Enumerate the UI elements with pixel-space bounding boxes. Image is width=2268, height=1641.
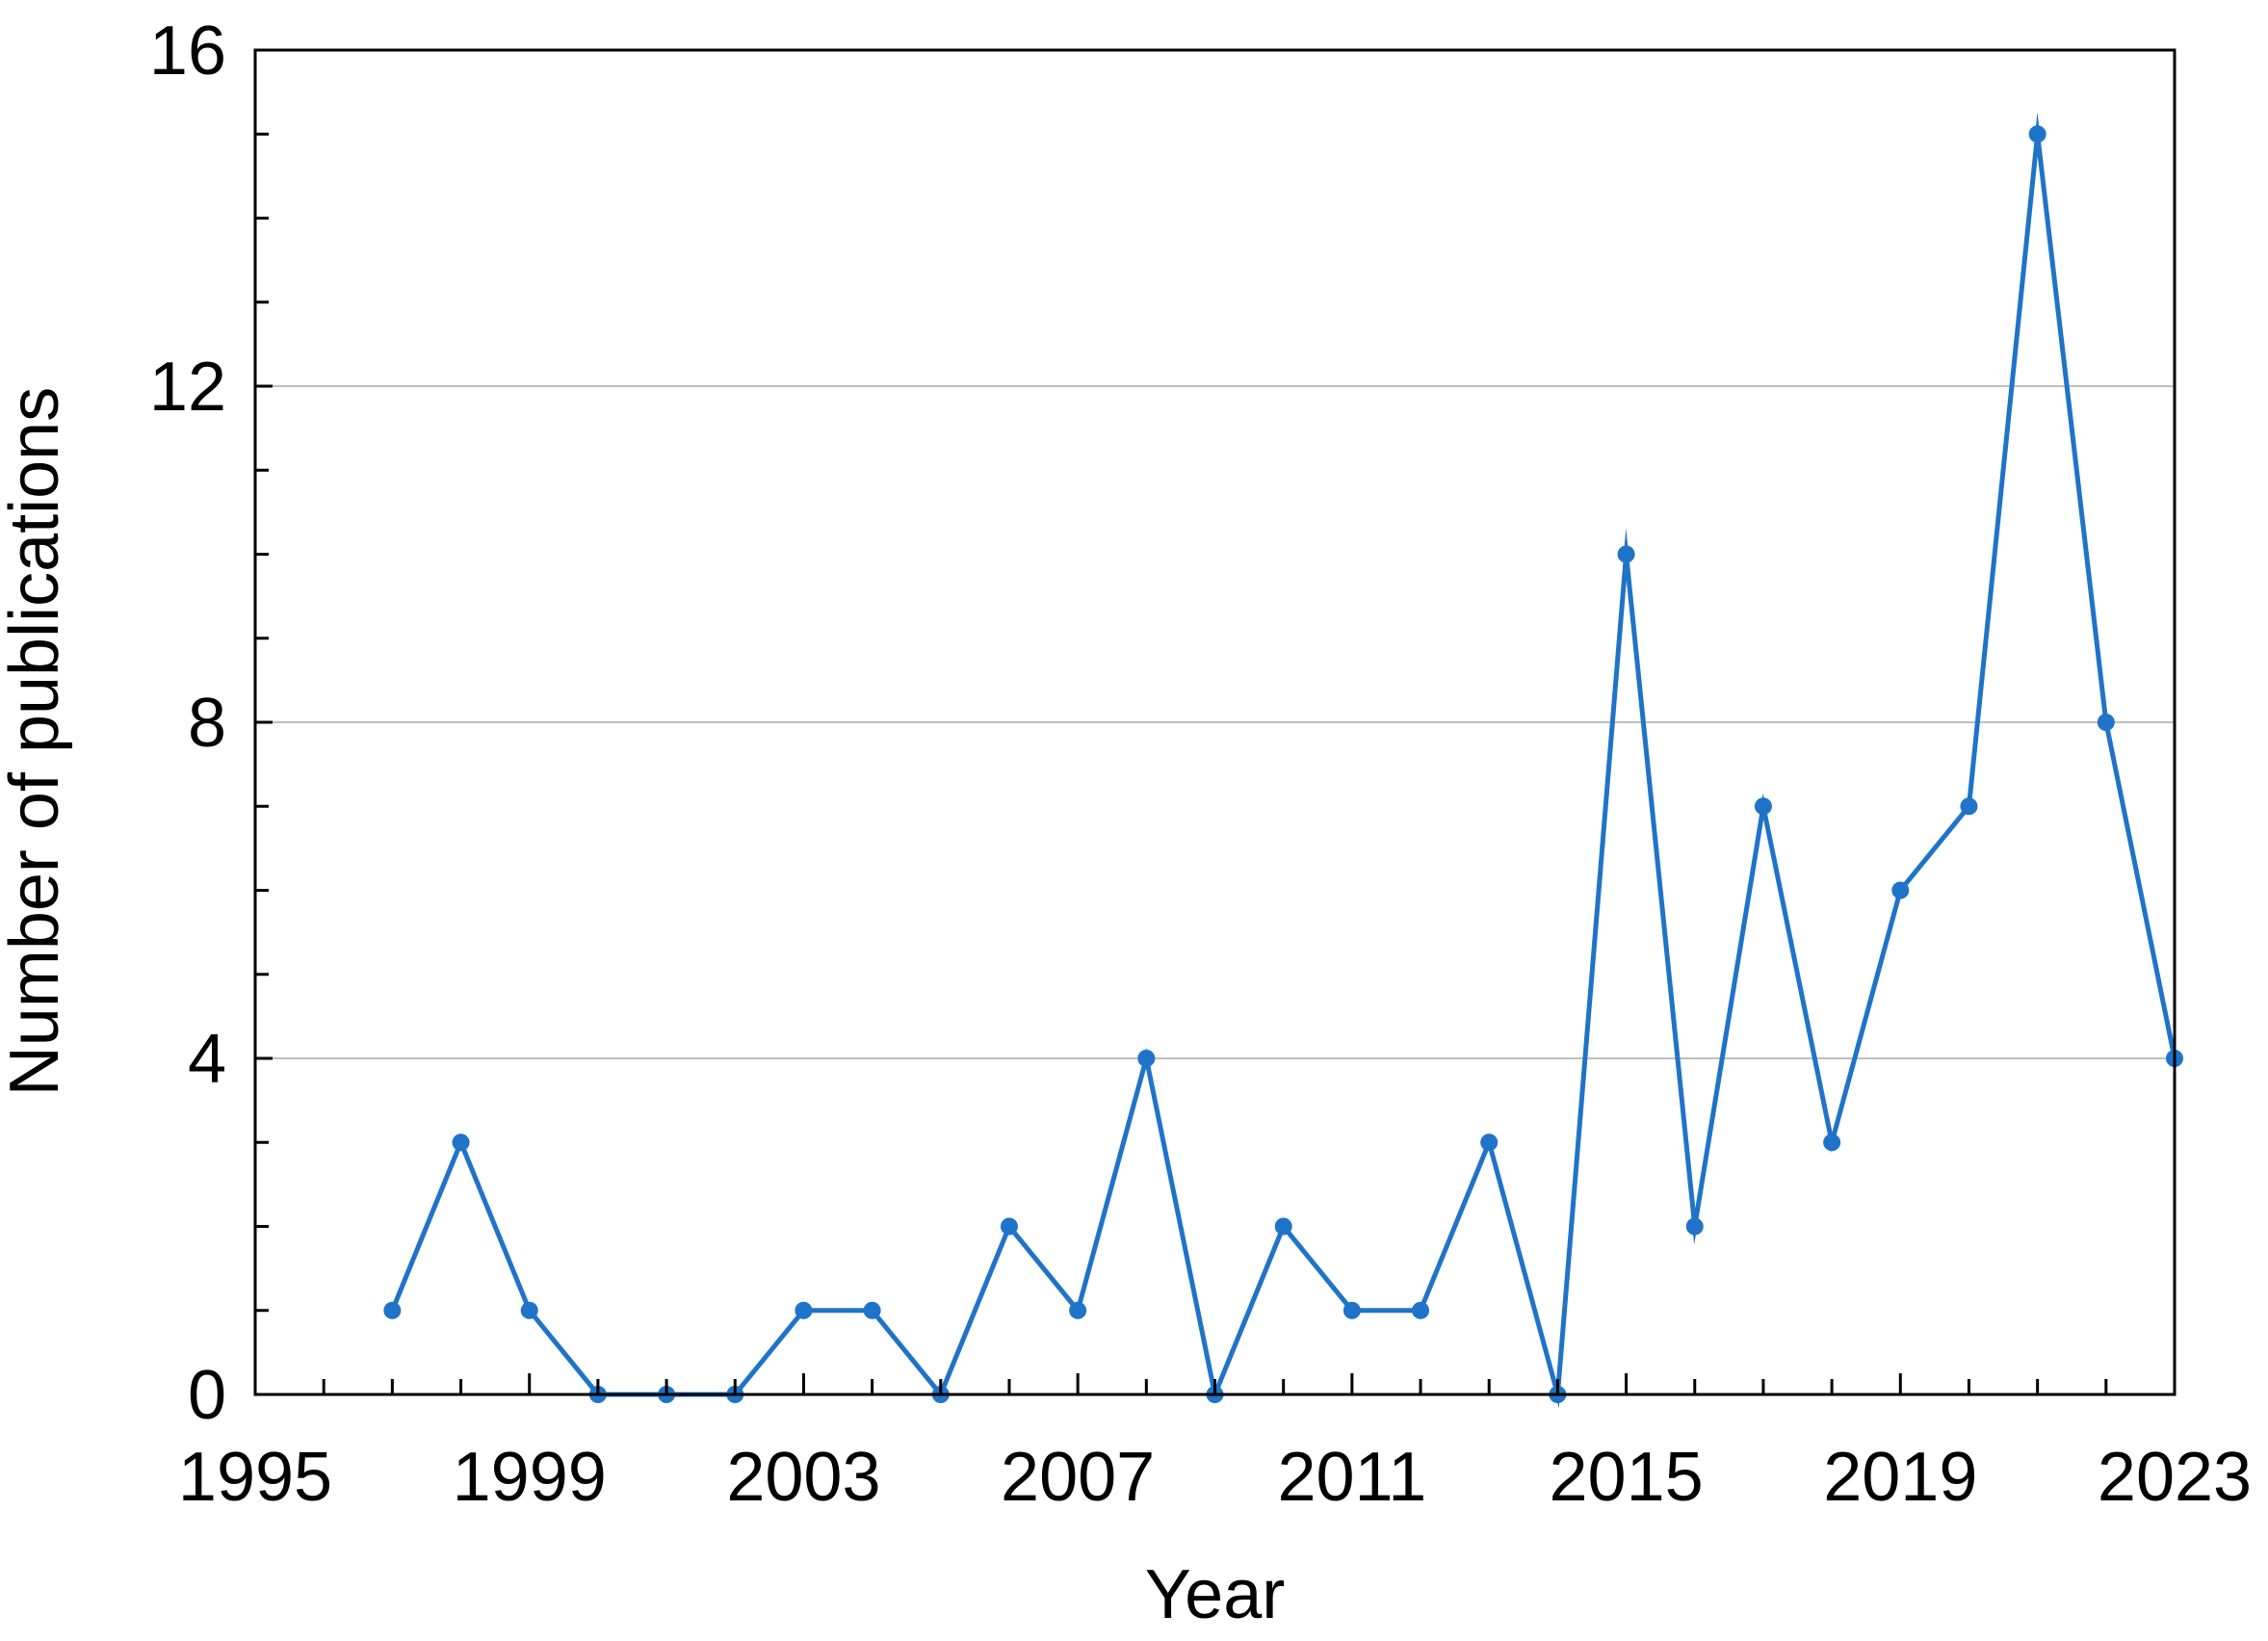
data-point-2019 (1891, 881, 1910, 899)
data-point-2010 (1274, 1217, 1292, 1236)
x-tick-label-2019: 2019 (1823, 1439, 1977, 1516)
x-tick-label-2023: 2023 (2098, 1439, 2252, 1516)
y-axis-title: Number of publications (0, 387, 73, 1096)
data-point-2008 (1137, 1050, 1156, 1067)
y-tick-label-16: 16 (149, 13, 226, 90)
data-point-1997 (383, 1301, 402, 1319)
data-point-2012 (1412, 1301, 1430, 1319)
data-point-2006 (1000, 1217, 1018, 1236)
data-point-2021 (2028, 125, 2046, 143)
data-point-2007 (1069, 1301, 1087, 1319)
data-point-2017 (1754, 797, 1772, 816)
data-point-2020 (1960, 797, 1978, 816)
data-point-1999 (520, 1301, 538, 1319)
grid-lines (255, 385, 2175, 1059)
tick-labels: 0 4 8 12 16 1995 1999 2003 2007 2011 2015 2019 2023 (149, 13, 2252, 1516)
data-point-2013 (1480, 1133, 1499, 1152)
data-point-2004 (863, 1301, 881, 1319)
x-tick-label-2011: 2011 (1277, 1439, 1426, 1516)
data-point-2016 (1685, 1217, 1704, 1236)
data-point-2011 (1343, 1301, 1361, 1319)
x-axis-title: Year (1145, 1556, 1285, 1633)
y-tick-label-8: 8 (188, 685, 226, 762)
data-point-2015 (1617, 545, 1635, 563)
series-line-0 (390, 112, 2177, 1409)
y-tick-label-4: 4 (188, 1021, 226, 1098)
series-layer (383, 112, 2183, 1409)
x-tick-label-1995: 1995 (178, 1439, 332, 1516)
x-tick-label-2003: 2003 (726, 1439, 880, 1516)
x-tick-label-2007: 2007 (1001, 1439, 1155, 1516)
x-tick-label-1999: 1999 (453, 1439, 607, 1516)
data-point-2022 (2097, 714, 2115, 731)
data-point-1998 (452, 1133, 470, 1152)
y-tick-label-12: 12 (149, 349, 226, 426)
data-point-2003 (795, 1301, 813, 1319)
axes (253, 48, 2177, 1396)
x-tick-label-2015: 2015 (1549, 1439, 1703, 1516)
data-point-2018 (1823, 1133, 1841, 1152)
y-tick-label-0: 0 (188, 1357, 226, 1434)
